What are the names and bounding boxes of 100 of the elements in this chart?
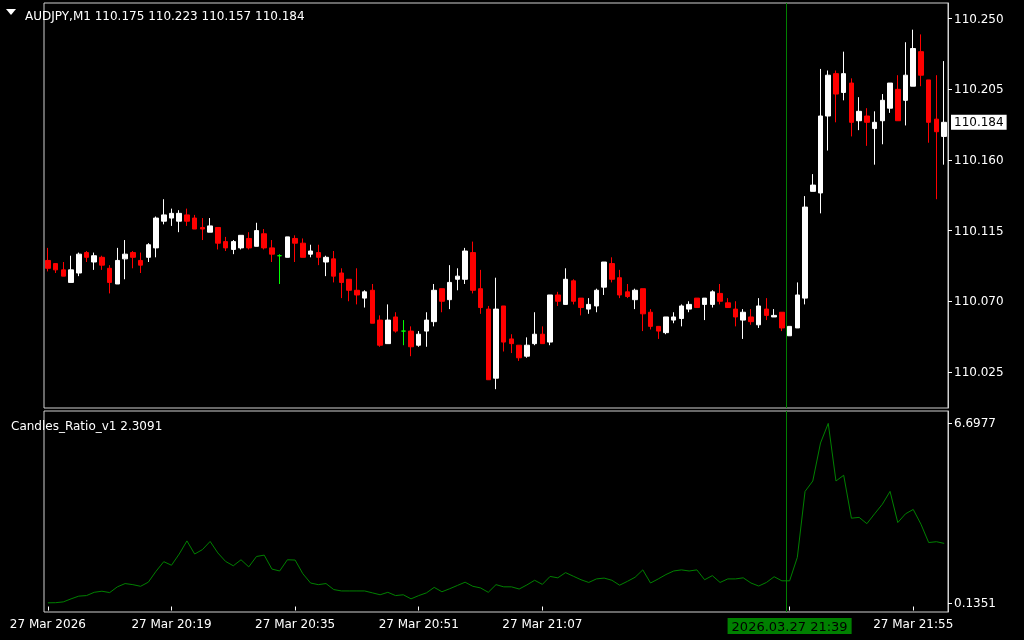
x-tick-label: 2026.03.27 21:39 [731,619,848,634]
candlestick [532,311,537,346]
candlestick [231,239,236,255]
candlestick [601,261,607,296]
candlestick [393,311,398,334]
candlestick [648,308,653,331]
candlestick [710,289,715,309]
candlestick [833,70,839,123]
candlestick [68,255,74,283]
y-tick-label: 110.160 [954,152,1004,167]
y-tick-label: 110.070 [954,294,1004,309]
candlestick [339,267,344,299]
candlestick [331,250,336,283]
candlestick [586,297,591,315]
candlestick [146,242,151,263]
candlestick [161,198,167,225]
candlestick [45,247,51,272]
candlestick [841,51,846,101]
candlestick [748,308,754,326]
text: AUDJPY,M1 110.175 110.223 110.157 110.184 [25,9,305,23]
candlestick [238,234,244,250]
x-tick-label: 27 Mar 2026 [9,617,86,631]
candlestick [571,278,576,305]
candlestick [122,239,128,280]
candlestick [555,291,561,307]
candlestick [84,250,89,263]
candlestick [277,253,282,285]
candlestick [524,336,530,359]
candlestick [764,297,769,321]
candlestick [493,277,499,390]
candlestick [632,288,638,310]
candlestick [818,68,823,214]
candlestick [617,269,622,299]
candlestick [130,250,136,269]
candlestick [385,303,391,345]
candlestick [300,237,306,258]
candlestick [872,110,877,166]
candlestick [849,77,854,137]
candlestick [547,294,553,346]
candlestick [771,308,777,318]
candlestick [887,82,893,114]
candlestick [756,297,761,329]
candlestick [694,297,700,309]
candlestick [625,283,630,299]
candlestick [540,325,545,345]
candlestick [91,252,97,271]
candlestick [269,239,275,263]
y-tick-label: 110.025 [954,364,1004,379]
candlestick [609,256,615,283]
candlestick [880,93,885,145]
candlestick [663,316,669,335]
candlestick [733,300,738,327]
candlestick [308,244,313,258]
candlestick [725,297,731,309]
candlestick [895,74,901,122]
candlestick [516,344,522,362]
candlestick [292,234,298,263]
candlestick [431,283,437,327]
x-tick-label: 27 Mar 21:07 [502,617,583,631]
candlestick [717,283,723,305]
candlestick [416,330,421,348]
candlestick [501,305,506,352]
candlestick [910,29,916,87]
candlestick [176,209,182,233]
candlestick [76,252,82,277]
candlestick [223,236,228,252]
candlestick [200,217,205,241]
candlestick [795,281,800,329]
candlestick [656,325,661,340]
candlestick [192,214,197,230]
candlestick [455,267,460,291]
y-tick-label: 0.1351 [954,595,996,610]
candlestick [787,325,792,337]
candlestick [679,303,684,327]
candlestick [401,319,406,346]
candlestick [215,226,221,250]
candlestick [779,311,785,332]
y-tick-label: 110.250 [954,11,1004,26]
candlestick [346,278,352,302]
candlestick [926,79,931,144]
text: 110.184 [954,115,1004,130]
candlestick [702,297,707,321]
candlestick [470,241,476,294]
text: Candles_Ratio_v1 2.3091 [11,419,163,433]
candlestick [825,70,831,152]
candlestick [686,300,692,313]
candlestick [169,208,174,227]
candlestick [439,288,445,313]
y-tick-label: 110.205 [954,82,1004,97]
candlestick [640,288,646,332]
candlestick [563,267,568,305]
candlestick [323,255,329,277]
candlestick [261,228,267,250]
y-tick-label: 110.115 [954,223,1004,238]
candlestick [864,107,870,147]
y-tick-label: 6.6977 [954,416,996,431]
candlestick [285,236,290,258]
candlestick [486,305,491,381]
candlestick [408,325,414,357]
candlestick [115,247,120,285]
